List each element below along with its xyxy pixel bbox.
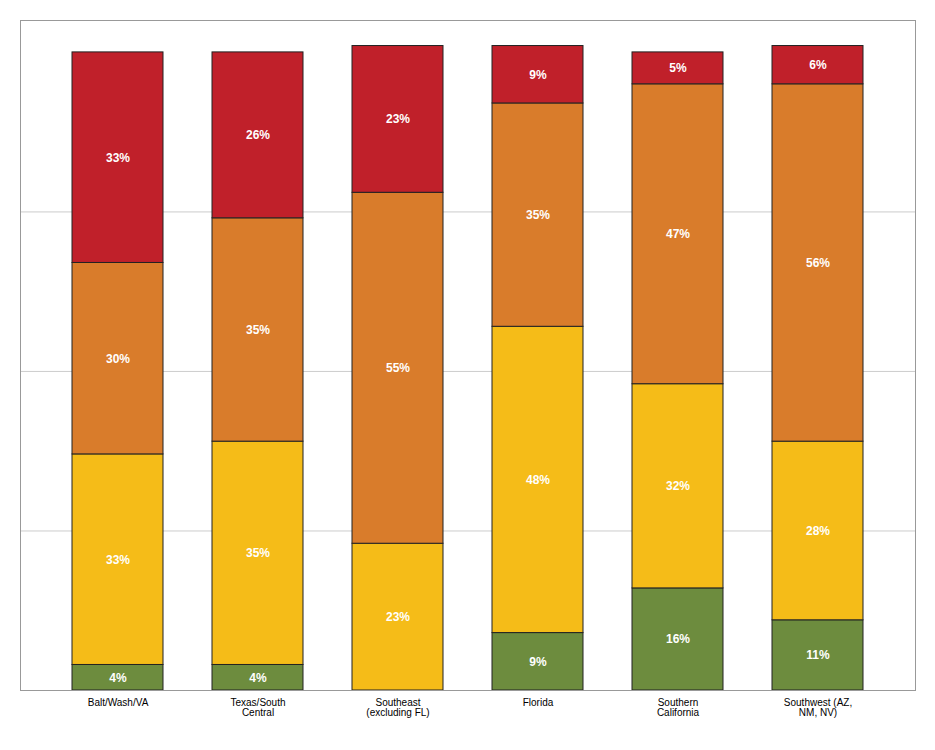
svg-text:16%: 16% — [666, 632, 690, 646]
svg-text:Texas/SouthCentral: Texas/SouthCentral — [230, 697, 285, 718]
svg-text:9%: 9% — [529, 655, 547, 669]
svg-text:Balt/Wash/VA: Balt/Wash/VA — [88, 697, 149, 708]
svg-text:55%: 55% — [386, 361, 410, 375]
svg-text:35%: 35% — [246, 546, 270, 560]
svg-text:35%: 35% — [246, 323, 270, 337]
svg-text:23%: 23% — [386, 610, 410, 624]
svg-text:26%: 26% — [246, 128, 270, 142]
svg-text:4%: 4% — [249, 671, 267, 685]
svg-text:48%: 48% — [526, 473, 550, 487]
svg-text:Southwest (AZ,NM, NV): Southwest (AZ,NM, NV) — [784, 697, 852, 718]
svg-text:30%: 30% — [106, 352, 130, 366]
svg-text:Southeast(excluding FL): Southeast(excluding FL) — [366, 697, 429, 718]
svg-text:9%: 9% — [529, 68, 547, 82]
svg-text:6%: 6% — [809, 58, 827, 72]
svg-text:32%: 32% — [666, 479, 690, 493]
svg-text:33%: 33% — [106, 151, 130, 165]
svg-text:4%: 4% — [109, 671, 127, 685]
svg-text:33%: 33% — [106, 553, 130, 567]
svg-text:11%: 11% — [806, 648, 830, 662]
svg-text:Florida: Florida — [523, 697, 554, 708]
svg-text:56%: 56% — [806, 256, 830, 270]
svg-text:23%: 23% — [386, 112, 410, 126]
svg-text:28%: 28% — [806, 524, 830, 538]
svg-text:5%: 5% — [669, 61, 687, 75]
svg-text:SouthernCalifornia: SouthernCalifornia — [657, 697, 700, 718]
svg-text:35%: 35% — [526, 208, 550, 222]
svg-text:47%: 47% — [666, 227, 690, 241]
